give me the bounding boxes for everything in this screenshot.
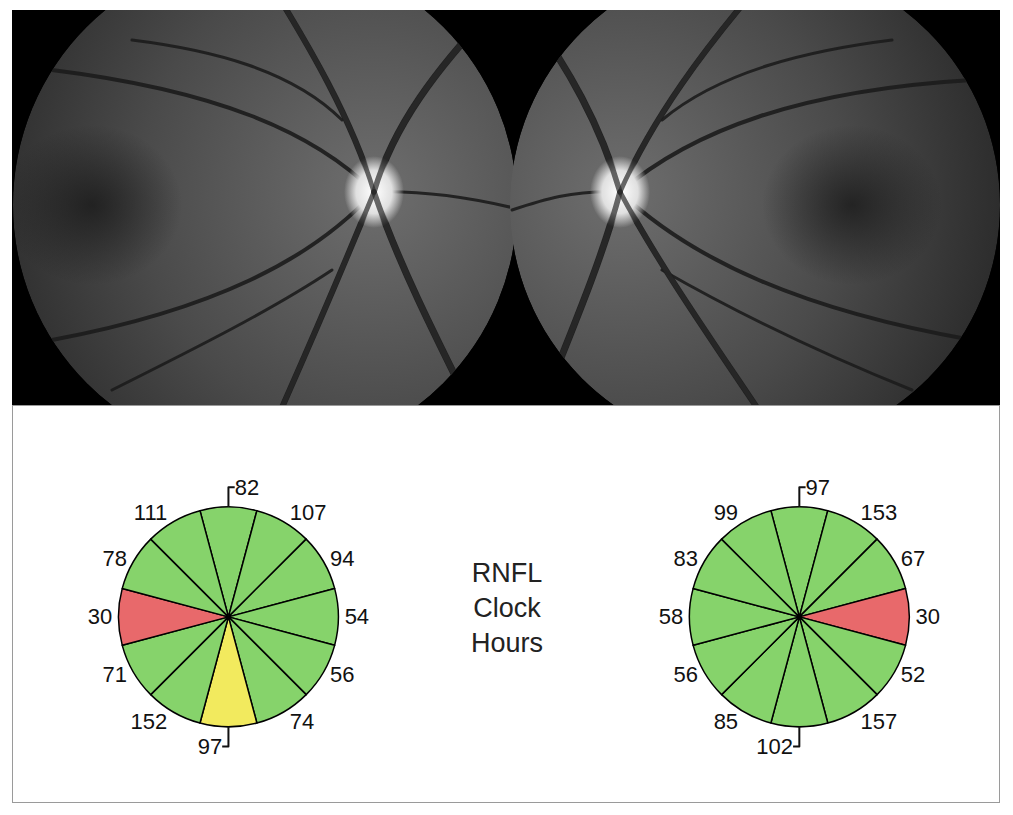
svg-text:97: 97: [198, 734, 222, 759]
svg-text:99: 99: [714, 500, 738, 525]
svg-text:82: 82: [235, 475, 259, 500]
svg-text:78: 78: [102, 546, 126, 571]
svg-text:83: 83: [673, 546, 697, 571]
svg-text:111: 111: [134, 500, 167, 525]
svg-text:157: 157: [861, 709, 898, 734]
svg-text:58: 58: [659, 604, 683, 629]
svg-text:52: 52: [901, 662, 925, 687]
svg-text:102: 102: [756, 734, 793, 759]
svg-text:30: 30: [88, 604, 112, 629]
svg-text:153: 153: [861, 500, 898, 525]
svg-text:74: 74: [290, 709, 314, 734]
svg-text:54: 54: [345, 604, 369, 629]
svg-text:56: 56: [673, 662, 697, 687]
svg-text:97: 97: [806, 475, 830, 500]
svg-text:RNFLClockHours: RNFLClockHours: [471, 558, 543, 658]
svg-text:94: 94: [330, 546, 354, 571]
svg-text:56: 56: [330, 662, 354, 687]
svg-text:67: 67: [901, 546, 925, 571]
svg-text:71: 71: [102, 662, 126, 687]
svg-text:152: 152: [131, 709, 168, 734]
svg-text:30: 30: [916, 604, 940, 629]
svg-text:85: 85: [714, 709, 738, 734]
svg-text:107: 107: [290, 500, 327, 525]
